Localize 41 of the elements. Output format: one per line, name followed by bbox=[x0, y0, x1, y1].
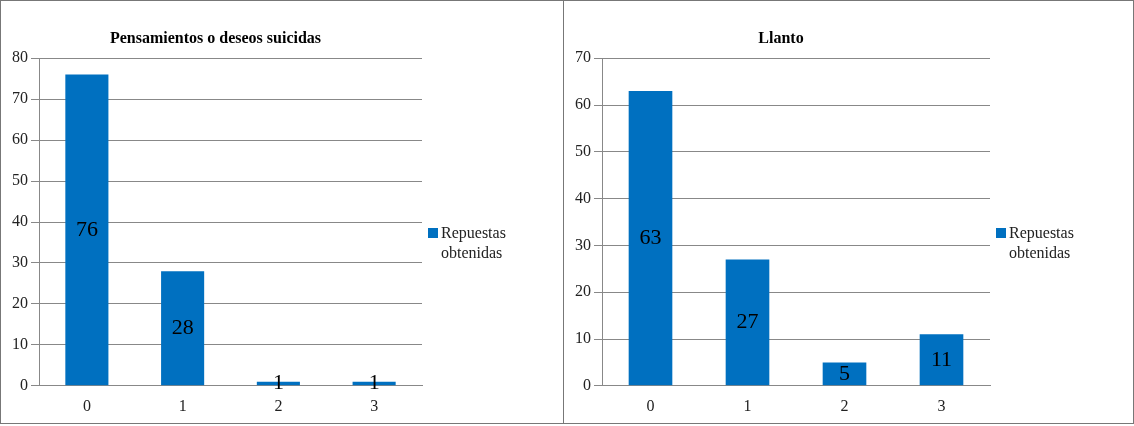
y-tick-label: 50 bbox=[575, 142, 591, 159]
y-tick-label: 70 bbox=[575, 48, 591, 66]
y-tick-label: 20 bbox=[575, 282, 591, 300]
data-label: 5 bbox=[839, 359, 850, 385]
x-tick-label: 0 bbox=[82, 396, 91, 414]
y-tick-label: 80 bbox=[12, 48, 28, 66]
y-tick-label: 60 bbox=[575, 95, 591, 113]
x-tick-label: 0 bbox=[646, 396, 655, 414]
y-tick-label: 40 bbox=[575, 188, 591, 206]
y-tick-label: 20 bbox=[12, 294, 28, 312]
y-tick-label: 0 bbox=[583, 376, 591, 393]
bar bbox=[65, 74, 109, 386]
chart-title: Pensamientos o deseos suicidas bbox=[109, 28, 322, 46]
bar bbox=[628, 90, 673, 386]
x-tick-label: 2 bbox=[840, 396, 849, 414]
bar bbox=[822, 362, 867, 386]
x-tick-label: 3 bbox=[370, 396, 379, 414]
y-tick-label: 30 bbox=[575, 235, 591, 253]
bar bbox=[161, 271, 205, 386]
y-tick-label: 70 bbox=[12, 89, 28, 107]
y-tick-label: 50 bbox=[12, 171, 28, 189]
chart-title: Llanto bbox=[758, 28, 804, 46]
bar bbox=[725, 259, 770, 386]
data-label: 27 bbox=[736, 308, 759, 334]
data-label: 76 bbox=[75, 215, 98, 241]
x-tick-label: 1 bbox=[178, 396, 187, 414]
legend-label: Repuestas obtenidas bbox=[441, 223, 507, 263]
y-tick-label: 60 bbox=[12, 130, 28, 148]
bar bbox=[919, 334, 964, 386]
x-tick-label: 2 bbox=[274, 396, 283, 414]
y-tick-label: 40 bbox=[12, 212, 28, 230]
y-tick-label: 30 bbox=[12, 253, 28, 271]
data-label: 11 bbox=[930, 345, 953, 371]
x-tick-label: 1 bbox=[743, 396, 752, 414]
y-tick-label: 10 bbox=[12, 335, 28, 353]
x-tick-label: 3 bbox=[937, 396, 946, 414]
y-tick-label: 10 bbox=[575, 329, 591, 347]
data-label: 63 bbox=[639, 223, 662, 249]
y-tick-label: 0 bbox=[20, 376, 28, 393]
data-label: 28 bbox=[171, 314, 194, 339]
legend-label: Repuestas obtenidas bbox=[1009, 223, 1075, 263]
